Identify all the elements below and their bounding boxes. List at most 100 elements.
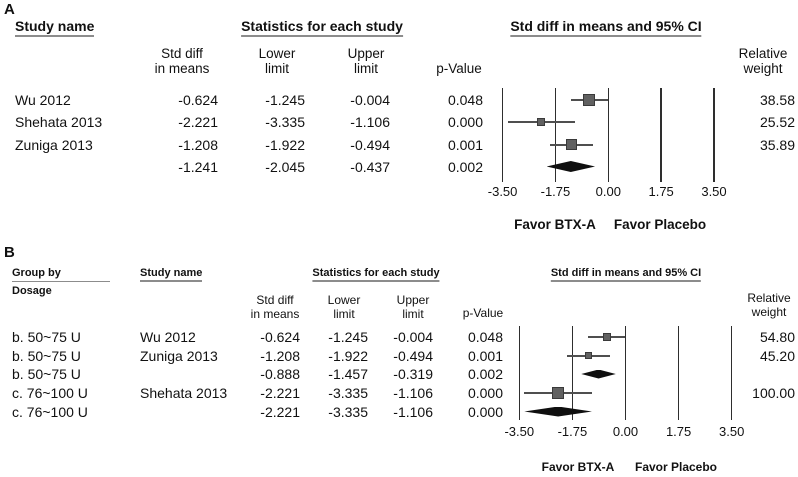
b-axis-tick-1: -1.75: [557, 423, 588, 439]
panel-a-ci-header: Std diff in means and 95% CI: [510, 18, 702, 37]
b-row-1-upper-cell: -0.494: [393, 347, 433, 364]
panel-b-relative-weight-column-header: Relative weight: [747, 291, 791, 319]
b-row-0-study-cell: Wu 2012: [140, 328, 196, 345]
b-row-0-weight-cell: 54.80: [759, 328, 795, 345]
panel-b-std-diff-column-header: Std diff in means: [250, 293, 300, 321]
panel-b-weight-line2: weight: [751, 304, 787, 319]
panel-b-upper-limit-column-header: Upper limit: [396, 293, 430, 321]
a-row-1-weight-cell: 25.52: [759, 114, 795, 130]
b-row-1-weight-cell: 45.20: [759, 347, 795, 364]
panel-a-study-name-header: Study name: [15, 18, 95, 37]
panel-a-upper-limit-column-header: Upper limit: [348, 46, 385, 76]
b-axis-tick-4: 3.50: [719, 423, 745, 439]
a-row-1-upper-cell: -1.106: [350, 114, 390, 130]
a-row-0-lower-cell: -1.245: [265, 92, 305, 108]
b-row-3-study-cell: Shehata 2013: [140, 384, 228, 401]
b-axis-tick-0: -3.50: [504, 423, 535, 439]
panel-a-statistics-header: Statistics for each study: [241, 18, 403, 37]
a-effect-square-2: [566, 139, 578, 150]
panel-b-lower-limit-column-header: Lower limit: [327, 293, 361, 321]
b-row-4-std_diff-cell: -2.221: [260, 403, 300, 420]
a-row-3-p-cell: 0.002: [447, 158, 483, 175]
b-row-1-std_diff-cell: -1.208: [260, 347, 300, 364]
b-row-3-weight-cell: 100.00: [752, 384, 795, 401]
panel-a-weight-line2: weight: [743, 61, 783, 76]
a-axis-tick-2: 0.00: [595, 184, 621, 199]
a-axis-tick-1: -1.75: [540, 184, 571, 199]
a-row-2-weight-cell: 35.89: [759, 136, 795, 153]
b-row-4-group-cell: c. 76~100 U: [12, 403, 88, 420]
b-gridline-4: [730, 326, 733, 420]
a-pooled-diamond-3: [546, 161, 596, 172]
panel-a-weight-line1: Relative: [738, 46, 788, 61]
panel-a-favor-left-label: Favor BTX-A: [514, 217, 596, 232]
a-row-1-std_diff-cell: -2.221: [178, 114, 218, 130]
panel-b-study-name-header: Study name: [140, 267, 203, 282]
b-row-1-study-cell: Zuniga 2013: [140, 347, 218, 364]
a-row-2-lower-cell: -1.922: [265, 136, 305, 153]
b-row-2-lower-cell: -1.457: [328, 366, 368, 382]
b-row-0-p-cell: 0.048: [467, 328, 503, 345]
panel-b-lower-line1: Lower: [327, 293, 361, 307]
panel-b-favor-left-label: Favor BTX-A: [541, 460, 615, 474]
a-gridline-4: [713, 88, 715, 182]
panel-b-weight-line1: Relative: [747, 291, 791, 305]
b-row-2-std_diff-cell: -0.888: [260, 366, 300, 382]
panel-b-std-diff-line2: in means: [250, 306, 300, 321]
b-row-3-p-cell: 0.000: [467, 384, 503, 401]
a-row-1-study-cell: Shehata 2013: [15, 114, 103, 130]
a-row-1-lower-cell: -3.335: [265, 114, 305, 130]
panel-a-upper-line1: Upper: [347, 46, 385, 61]
panel-a-p-value-column-header: p-Value: [436, 61, 482, 76]
panel-b-lower-line2: limit: [333, 306, 355, 321]
b-row-4-lower-cell: -3.335: [328, 403, 368, 420]
b-effect-square-0: [602, 332, 611, 341]
panel-b-group-by-header: Group by: [12, 267, 110, 282]
b-row-1-group-cell: b. 50~75 U: [12, 347, 81, 364]
panel-a-std-diff-line2: in means: [154, 61, 210, 76]
a-axis-tick-3: 1.75: [648, 184, 674, 199]
panel-b-upper-line1: Upper: [396, 293, 430, 307]
b-row-0-std_diff-cell: -0.624: [260, 328, 300, 345]
panel-b-p-value-column-header: p-Value: [462, 306, 504, 320]
b-row-0-group-cell: b. 50~75 U: [12, 328, 81, 345]
panel-a-std-diff-column-header: Std diff in means: [155, 46, 210, 76]
b-row-1-p-cell: 0.001: [467, 347, 503, 364]
a-gridline-1: [554, 88, 557, 182]
a-axis-tick-0: -3.50: [487, 184, 518, 199]
a-effect-square-1: [537, 118, 546, 126]
panel-a-lower-limit-column-header: Lower limit: [259, 46, 296, 76]
b-row-4-p-cell: 0.000: [467, 403, 503, 420]
a-effect-square-0: [583, 94, 596, 106]
panel-a-std-diff-line1: Std diff: [161, 46, 203, 61]
b-row-3-upper-cell: -1.106: [393, 384, 433, 401]
b-gridline-3: [677, 326, 680, 420]
panel-a-upper-line2: limit: [354, 61, 378, 76]
panel-b-dosage-header: Dosage: [12, 285, 52, 297]
b-row-3-std_diff-cell: -2.221: [260, 384, 300, 401]
a-row-2-upper-cell: -0.494: [350, 136, 390, 153]
b-row-2-upper-cell: -0.319: [393, 366, 433, 382]
a-row-0-weight-cell: 38.58: [759, 92, 795, 108]
b-row-0-upper-cell: -0.004: [393, 328, 433, 345]
a-row-3-lower-cell: -2.045: [265, 158, 305, 175]
a-gridline-3: [660, 88, 662, 182]
panel-b-label: B: [4, 244, 15, 261]
a-row-0-p-cell: 0.048: [447, 92, 483, 108]
b-gridline-0: [518, 326, 520, 420]
panel-b-favor-right-label: Favor Placebo: [634, 460, 718, 474]
b-row-2-group-cell: b. 50~75 U: [12, 366, 81, 382]
a-row-2-p-cell: 0.001: [447, 136, 483, 153]
panel-b-upper-line2: limit: [402, 306, 424, 321]
b-pooled-diamond-2: [581, 369, 616, 379]
a-axis-tick-4: 3.50: [701, 184, 727, 199]
a-row-1-p-cell: 0.000: [447, 114, 483, 130]
a-row-0-std_diff-cell: -0.624: [178, 92, 218, 108]
a-row-2-study-cell: Zuniga 2013: [15, 136, 93, 153]
panel-b-statistics-header: Statistics for each study: [312, 267, 440, 282]
b-effect-square-1: [585, 352, 593, 359]
panel-a-lower-line1: Lower: [258, 46, 296, 61]
a-row-0-upper-cell: -0.004: [350, 92, 390, 108]
b-axis-tick-3: 1.75: [665, 423, 692, 439]
